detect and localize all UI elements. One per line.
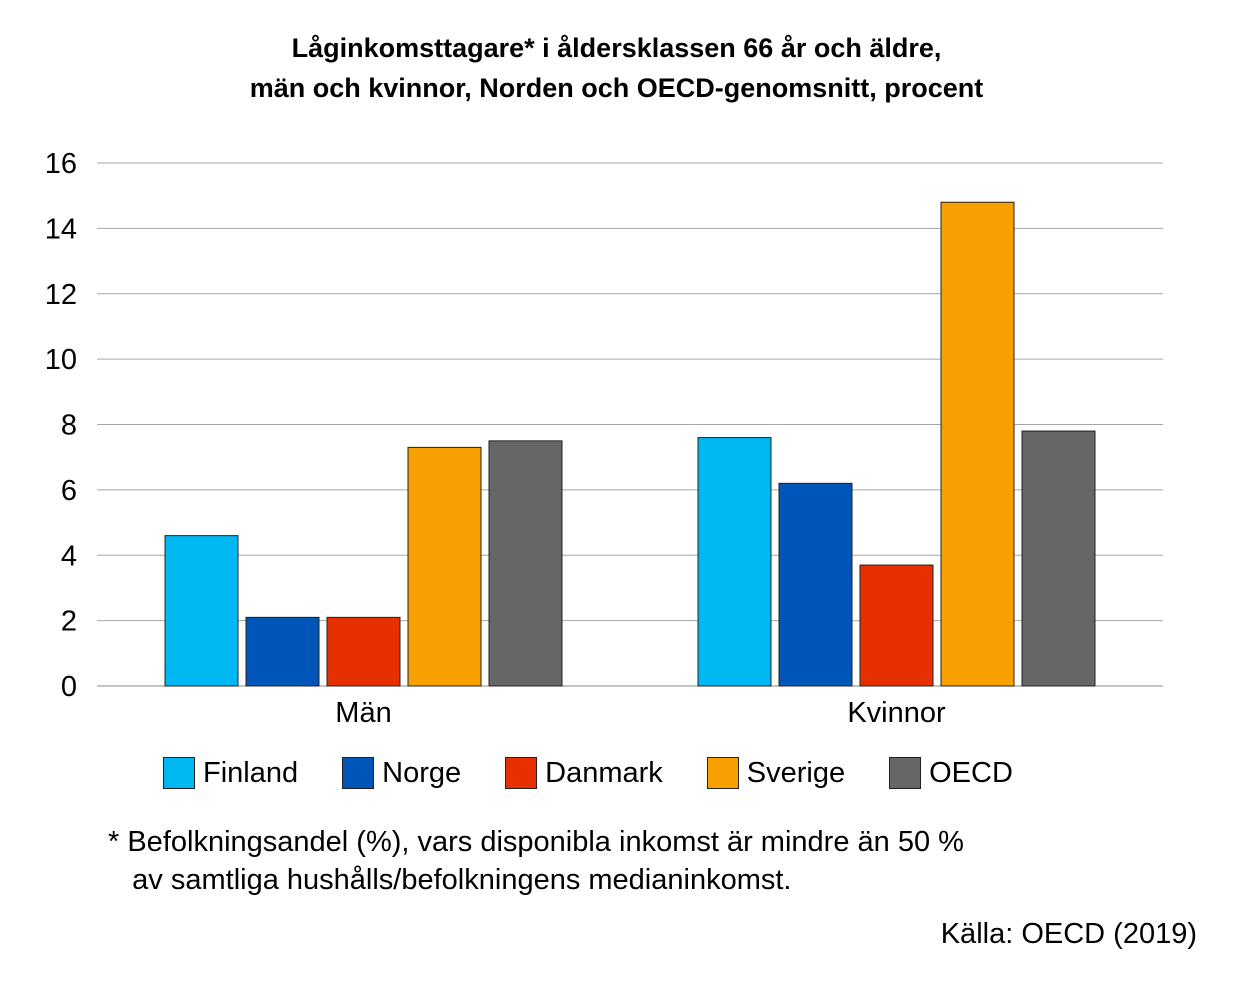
bar-oecd bbox=[1021, 430, 1096, 687]
y-tick-label: 6 bbox=[61, 475, 77, 507]
legend-label-norge: Norge bbox=[382, 756, 462, 789]
title-line-2: män och kvinnor, Norden och OECD-genomsn… bbox=[249, 73, 984, 103]
legend-label-finland: Finland bbox=[203, 756, 299, 789]
footnote-line-2: av samtliga hushålls/befolkningens media… bbox=[108, 864, 792, 896]
bar-norge bbox=[245, 616, 320, 687]
x-category-label: Män bbox=[335, 697, 391, 729]
bar-oecd bbox=[488, 440, 563, 687]
bar-sverige bbox=[407, 446, 482, 687]
y-tick-label: 4 bbox=[61, 540, 77, 572]
legend-label-oecd: OECD bbox=[929, 756, 1013, 789]
legend: Finland Norge Danmark Sverige OECD bbox=[163, 756, 1057, 790]
x-category-label: Kvinnor bbox=[847, 697, 946, 729]
legend-swatch-finland bbox=[163, 757, 195, 789]
y-tick-label: 14 bbox=[45, 213, 77, 245]
legend-swatch-norge bbox=[342, 757, 375, 789]
bar-norge bbox=[778, 482, 853, 687]
footnote: * Befolkningsandel (%), vars disponibla … bbox=[108, 823, 964, 899]
bar-sverige bbox=[940, 201, 1015, 687]
legend-label-sverige: Sverige bbox=[746, 756, 846, 789]
bar-chart: 0 2 4 6 8 10 12 14 16 Män Kvinnor bbox=[45, 148, 1163, 729]
bar-finland bbox=[164, 535, 239, 687]
y-tick-label: 10 bbox=[45, 344, 77, 376]
footnote-line-1: * Befolkningsandel (%), vars disponibla … bbox=[108, 826, 964, 858]
bar-danmark bbox=[859, 564, 934, 687]
y-tick-label: 12 bbox=[45, 279, 77, 311]
legend-item-finland: Finland bbox=[163, 757, 298, 790]
legend-item-sverige: Sverige bbox=[706, 756, 846, 790]
chart-title: Låginkomsttagare* i åldersklassen 66 år … bbox=[0, 28, 1233, 108]
legend-item-danmark: Danmark bbox=[505, 757, 663, 790]
y-tick-label: 0 bbox=[61, 671, 77, 703]
bar-finland bbox=[697, 437, 772, 687]
y-tick-label: 2 bbox=[61, 606, 77, 638]
legend-item-oecd: OECD bbox=[889, 757, 1013, 790]
y-tick-label: 16 bbox=[45, 148, 77, 180]
legend-swatch-sverige bbox=[706, 757, 739, 789]
legend-swatch-oecd bbox=[889, 757, 922, 789]
legend-swatch-danmark bbox=[505, 757, 538, 789]
y-tick-label: 8 bbox=[61, 410, 77, 442]
legend-item-norge: Norge bbox=[342, 757, 461, 790]
title-line-1: Låginkomsttagare* i åldersklassen 66 år … bbox=[291, 33, 942, 63]
bar-danmark bbox=[326, 616, 401, 687]
source-note: Källa: OECD (2019) bbox=[940, 918, 1197, 950]
legend-label-danmark: Danmark bbox=[545, 756, 663, 789]
